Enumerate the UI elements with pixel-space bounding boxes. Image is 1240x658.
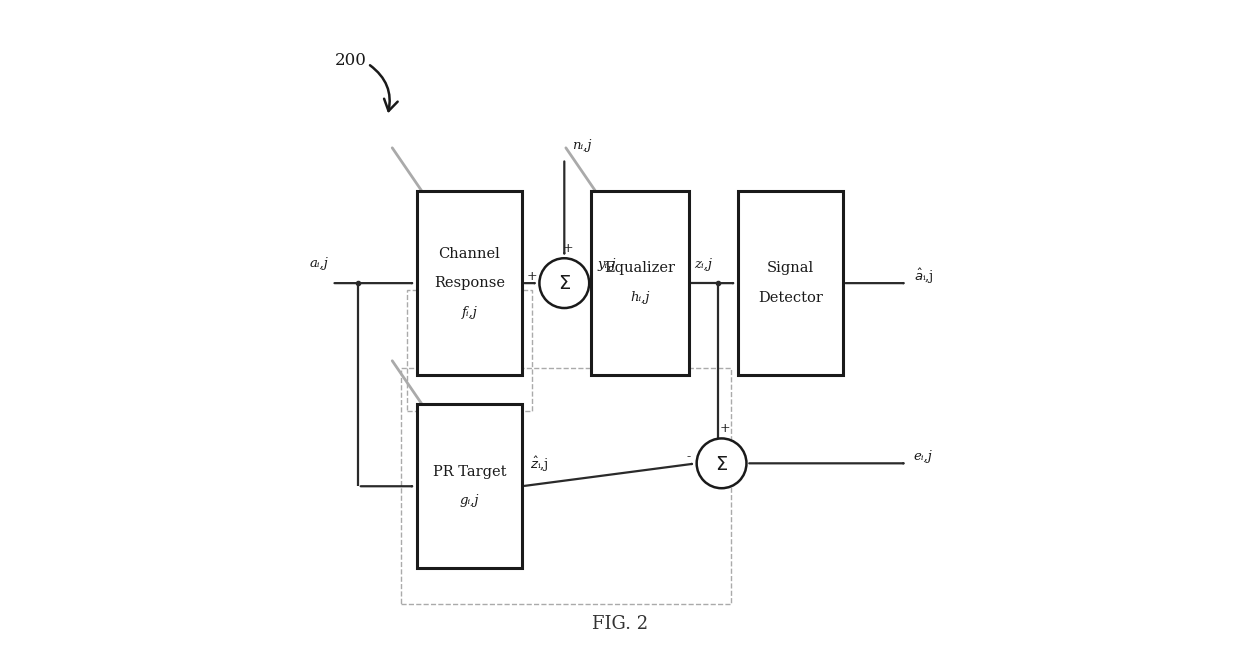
FancyArrowPatch shape [370, 65, 398, 111]
Text: eᵢ,j: eᵢ,j [914, 450, 932, 463]
Text: gᵢ,j: gᵢ,j [460, 495, 479, 507]
Text: Channel: Channel [439, 247, 500, 261]
Bar [590, 191, 688, 375]
Text: aᵢ,j: aᵢ,j [310, 257, 329, 270]
Text: yᵢ,j: yᵢ,j [598, 259, 615, 271]
Text: 200: 200 [335, 52, 367, 69]
Text: +: + [719, 422, 730, 435]
Text: FIG. 2: FIG. 2 [591, 615, 649, 633]
Bar [407, 290, 532, 411]
Text: hᵢ,j: hᵢ,j [630, 291, 650, 305]
Bar [401, 368, 732, 604]
Text: Signal: Signal [766, 261, 813, 276]
Text: PR Target: PR Target [433, 465, 506, 478]
Text: +: + [562, 242, 573, 255]
Circle shape [697, 438, 746, 488]
Text: Response: Response [434, 276, 505, 290]
Text: fᵢ,j: fᵢ,j [461, 306, 477, 319]
Bar [417, 405, 522, 568]
Text: +: + [526, 270, 537, 283]
Bar [417, 191, 522, 375]
Text: $\hat{z}$ᵢ,j: $\hat{z}$ᵢ,j [529, 455, 548, 474]
Bar [738, 191, 843, 375]
Text: zᵢ,j: zᵢ,j [694, 259, 712, 271]
Text: Equalizer: Equalizer [604, 261, 675, 276]
Text: $\Sigma$: $\Sigma$ [558, 276, 570, 293]
Text: Detector: Detector [758, 291, 823, 305]
Circle shape [539, 258, 589, 308]
Text: nᵢ,j: nᵢ,j [572, 139, 591, 152]
Text: $\hat{a}$ᵢ,j: $\hat{a}$ᵢ,j [914, 267, 934, 286]
Text: -: - [687, 450, 691, 463]
Text: $\Sigma$: $\Sigma$ [715, 455, 728, 474]
